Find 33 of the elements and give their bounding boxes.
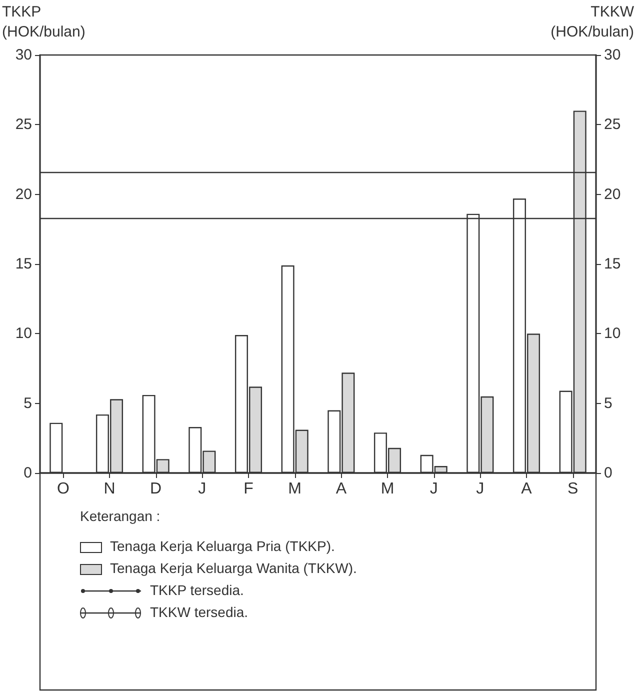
- y2-tick-label: 5: [604, 394, 612, 412]
- y-tick-label: 25: [15, 116, 32, 134]
- y-tick-label: 20: [15, 186, 32, 203]
- y2-tick-label: 15: [604, 256, 621, 272]
- y-tick-label: 10: [15, 325, 32, 342]
- x-tick-label: D: [150, 480, 162, 498]
- x-tick-label: J: [430, 480, 438, 498]
- x-tick-label: F: [244, 480, 254, 498]
- y2-axis-title: TKKW (HOK/bulan): [550, 4, 635, 40]
- y2-tick-label: 20: [604, 186, 621, 203]
- y2-tick-label: 10: [604, 325, 621, 342]
- x-tick-label: M: [288, 480, 302, 498]
- legend-label: TKKP tersedia.: [150, 582, 244, 598]
- x-tick-label: O: [56, 480, 70, 498]
- y-tick-label: 5: [24, 394, 32, 412]
- legend-label: Tenaga Kerja Keluarga Wanita (TKKW).: [110, 560, 357, 576]
- legend-label: Tenaga Kerja Keluarga Pria (TKKP).: [110, 538, 335, 554]
- legend-title: Keterangan :: [80, 507, 162, 526]
- y2-tick-label: 25: [604, 116, 621, 134]
- x-tick-label: N: [104, 480, 116, 498]
- x-tick-label: A: [336, 480, 347, 498]
- y2-tick-label: 30: [604, 46, 621, 64]
- y2-tick-label: 0: [604, 464, 612, 482]
- y-tick-label: 30: [15, 46, 32, 64]
- x-tick-label: M: [380, 480, 394, 498]
- y-axis-title: TKKP (HOK/bulan): [2, 4, 86, 40]
- y-tick-label: 15: [15, 256, 32, 272]
- x-tick-label: S: [567, 480, 578, 498]
- y-tick-label: 0: [24, 464, 32, 482]
- x-tick-label: J: [476, 480, 484, 498]
- legend-label: TKKW tersedia.: [150, 604, 248, 620]
- x-tick-label: A: [521, 480, 532, 498]
- x-tick-label: J: [198, 480, 206, 498]
